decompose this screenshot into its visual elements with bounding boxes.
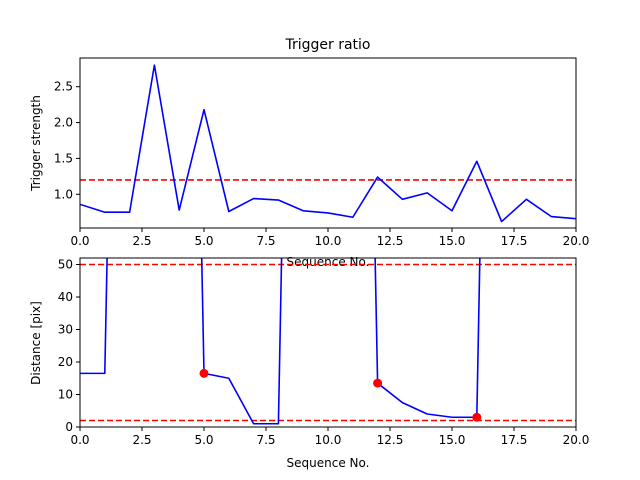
x-tick-label: 2.5 (132, 234, 151, 248)
x-tick-label: 10.0 (315, 433, 342, 447)
y-tick-label: 2.5 (54, 80, 73, 94)
plot-area (80, 258, 576, 425)
y-tick-label: 10 (58, 388, 73, 402)
x-tick-label: 20.0 (563, 234, 590, 248)
plot-content (80, 258, 576, 425)
plot-content (80, 64, 576, 223)
x-tick-label: 12.5 (377, 234, 404, 248)
x-tick-label: 17.5 (501, 433, 528, 447)
x-axis-label: Sequence No. (287, 255, 370, 269)
data-point-marker (199, 368, 209, 378)
x-axis-label: Sequence No. (287, 456, 370, 470)
x-tick-label: 2.5 (132, 433, 151, 447)
y-tick-label: 40 (58, 290, 73, 304)
y-tick-label: 2.0 (54, 116, 73, 130)
y-tick-label: 30 (58, 323, 73, 337)
x-tick-label: 5.0 (194, 433, 213, 447)
series-line (80, 258, 481, 425)
chart-title: Trigger ratio (284, 37, 370, 53)
plot-area (80, 64, 576, 223)
x-tick-label: 10.0 (315, 234, 342, 248)
series-line (80, 64, 576, 223)
y-tick-label: 50 (58, 258, 73, 272)
y-tick-label: 1.5 (54, 151, 73, 165)
y-tick-label: 1.0 (54, 187, 73, 201)
x-tick-label: 15.0 (439, 234, 466, 248)
y-axis-label: Distance [pix] (29, 301, 43, 385)
data-point-marker (373, 378, 383, 388)
x-tick-label: 0.0 (70, 234, 89, 248)
x-tick-label: 0.0 (70, 433, 89, 447)
x-tick-label: 7.5 (256, 433, 275, 447)
x-tick-label: 12.5 (377, 433, 404, 447)
axes: 0.0 2.5 5.0 7.5 10.0 12.5 15.0 17.5 20.0 0 10 20 30 4… (58, 257, 590, 447)
x-tick-label: 7.5 (256, 234, 275, 248)
axes: 0.0 2.5 5.0 7.5 10.0 12.5 15.0 17.5 20.0 1.0 1.5 2.… (54, 57, 590, 248)
x-tick-label: 5.0 (194, 234, 213, 248)
y-tick-label: 20 (58, 355, 73, 369)
y-axis-label: Trigger strength (29, 95, 43, 192)
x-tick-label: 20.0 (563, 433, 590, 447)
distance-subplot: 0.0 2.5 5.0 7.5 10.0 12.5 15.0 17.5 20.0 0 10 20 30 4… (29, 257, 590, 470)
data-point-marker (472, 412, 482, 422)
y-tick-label: 0 (65, 420, 73, 434)
x-tick-label: 17.5 (501, 234, 528, 248)
x-tick-label: 15.0 (439, 433, 466, 447)
